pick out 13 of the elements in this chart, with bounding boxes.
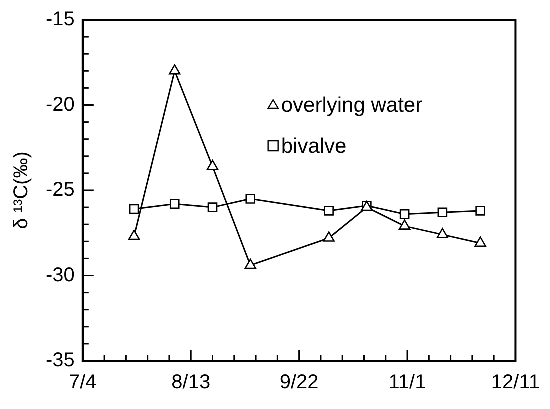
x-tick-label: 7/4	[69, 372, 97, 394]
legend-label: overlying water	[281, 94, 423, 117]
y-tick-label: -20	[46, 94, 75, 116]
y-axis-title: δ ¹³C(‰)	[10, 152, 33, 230]
y-tick-label: -25	[46, 179, 75, 202]
y-tick-label: -15	[46, 8, 75, 31]
x-tick-label: 9/22	[280, 372, 319, 394]
x-tick-label: 8/13	[172, 372, 211, 394]
x-tick-label: 12/11	[491, 372, 540, 394]
y-tick-label: -30	[46, 264, 75, 286]
y-tick-label: -35	[46, 350, 75, 372]
x-tick-label: 11/1	[388, 372, 426, 394]
legend-label: bivalve	[281, 134, 347, 158]
